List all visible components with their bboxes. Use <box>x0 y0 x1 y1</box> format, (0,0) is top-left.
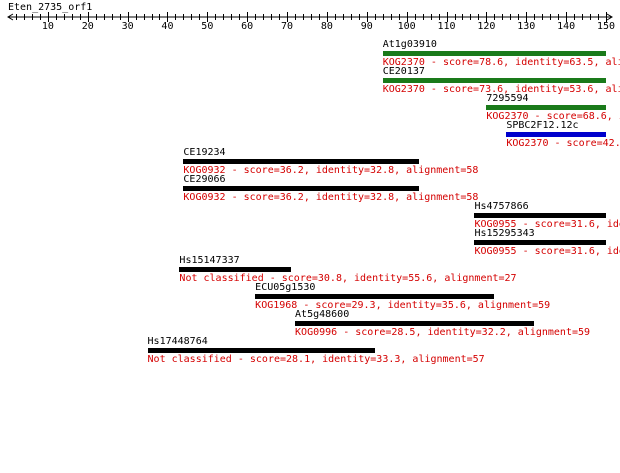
hit-bar[interactable] <box>183 159 419 164</box>
hit-bar[interactable] <box>474 240 606 245</box>
ruler-right-arrow <box>606 13 613 21</box>
hit-bar[interactable] <box>474 213 606 218</box>
hit-bar[interactable] <box>506 132 606 137</box>
hit-description: KOG2370 - score=42.0, identity=48.0, ali… <box>506 138 620 149</box>
hit-bar[interactable] <box>295 321 535 326</box>
hit-bar[interactable] <box>183 186 419 191</box>
page-title: Eten_2735_orf1 <box>8 2 93 13</box>
hit-description: KOG2370 - score=68.6, identity=66.7, ali… <box>486 111 620 122</box>
hit-name[interactable]: Hs17448764 <box>147 336 208 347</box>
hit-bar[interactable] <box>147 348 375 353</box>
tick-label: 20 <box>81 21 94 32</box>
tick-label: 120 <box>477 21 496 32</box>
ruler-axis <box>7 12 613 22</box>
hit-name[interactable]: Hs4757866 <box>474 201 529 212</box>
hit-bar[interactable] <box>179 267 292 272</box>
hit-name[interactable]: ECU05g1530 <box>255 282 316 293</box>
hit-description: KOG0955 - score=31.6, identity=39.4, ali… <box>474 246 620 257</box>
hit-description: KOG2370 - score=78.6, identity=63.5, ali… <box>382 57 620 68</box>
hit-name[interactable]: 7295594 <box>486 93 529 104</box>
hit-bar[interactable] <box>486 105 606 110</box>
tick-label: 10 <box>41 21 54 32</box>
tick-label: 60 <box>241 21 254 32</box>
hit-description: Not classified - score=28.1, identity=33… <box>147 354 485 365</box>
hit-bar[interactable] <box>382 51 606 56</box>
hit-description: KOG0932 - score=36.2, identity=32.8, ali… <box>183 165 479 176</box>
hit-name[interactable]: At1g03910 <box>382 39 437 50</box>
hit-description: KOG0996 - score=28.5, identity=32.2, ali… <box>295 327 591 338</box>
hit-description: KOG0932 - score=36.2, identity=32.8, ali… <box>183 192 479 203</box>
hit-name[interactable]: At5g48600 <box>295 309 350 320</box>
hit-description: KOG0955 - score=31.6, identity=39.4, ali… <box>474 219 620 230</box>
tick-label: 80 <box>320 21 333 32</box>
hit-name[interactable]: Hs15295343 <box>474 228 535 239</box>
hit-name[interactable]: CE20137 <box>382 66 425 77</box>
tick-label: 70 <box>281 21 294 32</box>
tick-label: 140 <box>557 21 576 32</box>
tick-label: 150 <box>596 21 616 32</box>
tick-label: 90 <box>360 21 373 32</box>
hit-description: KOG2370 - score=73.6, identity=53.6, ali… <box>382 84 620 95</box>
tick-label: 130 <box>517 21 536 32</box>
hit-description: Not classified - score=30.8, identity=55… <box>179 273 517 284</box>
hit-name[interactable]: CE19234 <box>183 147 226 158</box>
ruler-left-arrow <box>7 13 14 21</box>
hit-name[interactable]: CE29066 <box>183 174 226 185</box>
tick-label: 40 <box>161 21 174 32</box>
hit-name[interactable]: SPBC2F12.12c <box>506 120 579 131</box>
tick-label: 110 <box>437 21 456 32</box>
tick-label: 100 <box>397 21 416 32</box>
hit-description: KOG1968 - score=29.3, identity=35.6, ali… <box>255 300 551 311</box>
tick-label: 50 <box>201 21 214 32</box>
hit-bar[interactable] <box>382 78 606 83</box>
hit-name[interactable]: Hs15147337 <box>179 255 240 266</box>
tick-label: 30 <box>121 21 134 32</box>
hit-bar[interactable] <box>255 294 495 299</box>
ruler-ticks <box>16 12 607 22</box>
